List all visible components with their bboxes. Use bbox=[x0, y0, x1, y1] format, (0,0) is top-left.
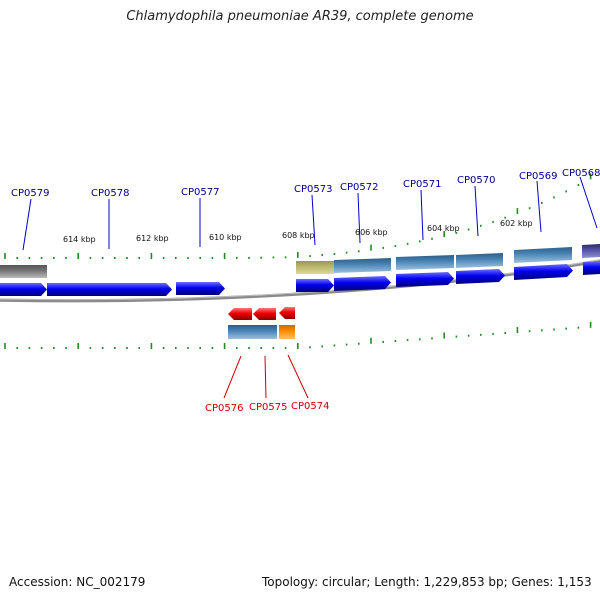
cds-arrow-cp0574[interactable] bbox=[279, 307, 295, 319]
gene-feature-cp0572[interactable] bbox=[334, 258, 391, 273]
scale-label-602kbp: 602 kbp bbox=[500, 219, 533, 228]
gene-feature-cp0573[interactable] bbox=[296, 261, 334, 274]
cds-arrow-cp0573[interactable] bbox=[296, 279, 334, 292]
leader-lines-forward bbox=[22, 176, 598, 251]
cds-arrow-cp0569[interactable] bbox=[514, 264, 573, 280]
gene-feature-cp0568[interactable] bbox=[582, 244, 600, 258]
cds-arrow-cp0571[interactable] bbox=[396, 272, 454, 287]
scale-label-612kbp: 612 kbp bbox=[136, 234, 169, 243]
gene-label-cp0574[interactable]: CP0574 bbox=[291, 401, 329, 412]
gene-label-cp0578[interactable]: CP0578 bbox=[91, 188, 129, 199]
gene-feature-cp0574[interactable] bbox=[279, 325, 295, 339]
cds-arrow-cp0577[interactable] bbox=[176, 282, 225, 295]
gene-label-cp0575[interactable]: CP0575 bbox=[249, 402, 287, 413]
gene-label-cp0569[interactable]: CP0569 bbox=[519, 171, 557, 182]
genome-summary-text: Topology: circular; Length: 1,229,853 bp… bbox=[262, 575, 592, 589]
cds-arrow-cp0578[interactable] bbox=[47, 283, 172, 296]
scale-ticks-reverse bbox=[4, 321, 592, 349]
gene-track-forward bbox=[0, 244, 600, 278]
scale-label-604kbp: 604 kbp bbox=[427, 224, 460, 233]
gene-label-cp0573[interactable]: CP0573 bbox=[294, 184, 332, 195]
cds-arrow-cp0572[interactable] bbox=[334, 276, 391, 291]
gene-label-cp0568[interactable]: CP0568 bbox=[562, 168, 600, 179]
gene-feature-cp0571[interactable] bbox=[396, 255, 454, 270]
gene-feature-cp0579[interactable] bbox=[0, 265, 47, 278]
cds-arrow-cp0575[interactable] bbox=[253, 308, 276, 320]
cds-track-forward bbox=[0, 261, 600, 296]
gene-labels-reverse: CP0576 CP0575 CP0574 bbox=[205, 401, 329, 414]
scale-label-610kbp: 610 kbp bbox=[209, 233, 242, 242]
gene-label-cp0577[interactable]: CP0577 bbox=[181, 187, 219, 198]
gene-labels-forward: CP0579 CP0578 CP0577 CP0573 CP0572 CP057… bbox=[11, 168, 600, 199]
cds-arrow-cp0570[interactable] bbox=[456, 269, 505, 284]
cds-arrow-cp0579[interactable] bbox=[0, 283, 47, 296]
leader-lines-reverse bbox=[223, 354, 309, 399]
cds-arrow-cp0576[interactable] bbox=[228, 308, 252, 320]
gene-track-reverse bbox=[228, 325, 295, 339]
cds-arrow-cp0568[interactable] bbox=[583, 261, 600, 275]
gene-feature-cp0569[interactable] bbox=[514, 247, 572, 263]
gene-label-cp0572[interactable]: CP0572 bbox=[340, 182, 378, 193]
gene-label-cp0576[interactable]: CP0576 bbox=[205, 403, 243, 414]
map-title: Chlamydophila pneumoniae AR39, complete … bbox=[126, 9, 474, 24]
cds-track-reverse bbox=[228, 307, 295, 320]
scale-ticks-forward bbox=[4, 173, 592, 259]
gene-label-cp0571[interactable]: CP0571 bbox=[403, 179, 441, 190]
gene-feature-cp0570[interactable] bbox=[456, 253, 503, 268]
accession-text: Accession: NC_002179 bbox=[9, 575, 146, 589]
gene-feature-cp0576-0575[interactable] bbox=[228, 325, 277, 339]
gene-label-cp0570[interactable]: CP0570 bbox=[457, 175, 495, 186]
gene-label-cp0579[interactable]: CP0579 bbox=[11, 188, 49, 199]
scale-label-608kbp: 608 kbp bbox=[282, 231, 315, 240]
scale-label-614kbp: 614 kbp bbox=[63, 235, 96, 244]
scale-label-606kbp: 606 kbp bbox=[355, 228, 388, 237]
